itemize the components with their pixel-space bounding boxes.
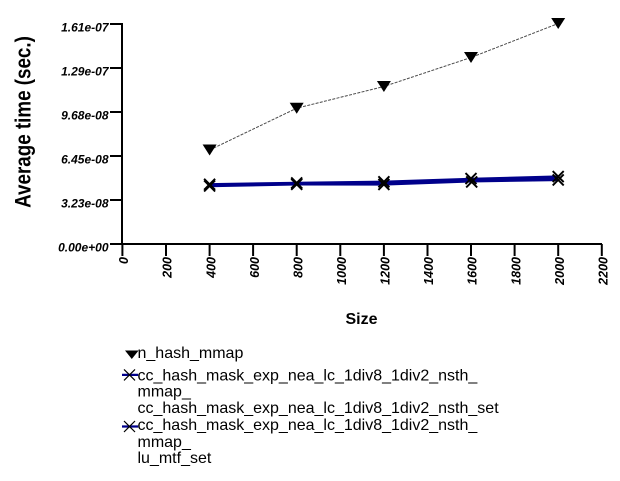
svg-text:cc_hash_mask_exp_nea_lc_1div8_: cc_hash_mask_exp_nea_lc_1div8_1div2_nsth… <box>138 368 479 385</box>
svg-text:1600: 1600 <box>466 257 480 285</box>
svg-text:cc_hash_mask_exp_nea_lc_1div8_: cc_hash_mask_exp_nea_lc_1div8_1div2_nsth… <box>138 400 500 417</box>
svg-text:1000: 1000 <box>335 257 349 285</box>
svg-text:1400: 1400 <box>422 257 436 285</box>
svg-text:lu_mtf_set: lu_mtf_set <box>138 450 212 467</box>
svg-text:mmap_: mmap_ <box>138 434 192 451</box>
svg-text:0: 0 <box>117 257 131 264</box>
svg-text:Average time (sec.): Average time (sec.) <box>11 36 36 208</box>
svg-text:1200: 1200 <box>379 257 393 285</box>
svg-text:9.68e-08: 9.68e-08 <box>61 109 109 123</box>
svg-text:1800: 1800 <box>509 257 523 285</box>
svg-text:800: 800 <box>291 257 305 278</box>
svg-text:2200: 2200 <box>597 257 611 286</box>
svg-text:400: 400 <box>204 257 218 279</box>
svg-text:600: 600 <box>248 257 262 278</box>
svg-text:n_hash_mmap: n_hash_mmap <box>138 345 244 362</box>
svg-text:3.23e-08: 3.23e-08 <box>61 197 109 211</box>
svg-text:200: 200 <box>161 257 175 279</box>
svg-text:2000: 2000 <box>553 257 567 286</box>
svg-text:1.61e-07: 1.61e-07 <box>61 21 110 35</box>
svg-text:0.00e+00: 0.00e+00 <box>58 241 109 255</box>
svg-text:1.29e-07: 1.29e-07 <box>61 65 110 79</box>
svg-text:Size: Size <box>345 311 377 328</box>
svg-text:mmap_: mmap_ <box>138 384 192 401</box>
svg-text:cc_hash_mask_exp_nea_lc_1div8_: cc_hash_mask_exp_nea_lc_1div8_1div2_nsth… <box>138 417 479 434</box>
svg-text:6.45e-08: 6.45e-08 <box>61 153 109 167</box>
